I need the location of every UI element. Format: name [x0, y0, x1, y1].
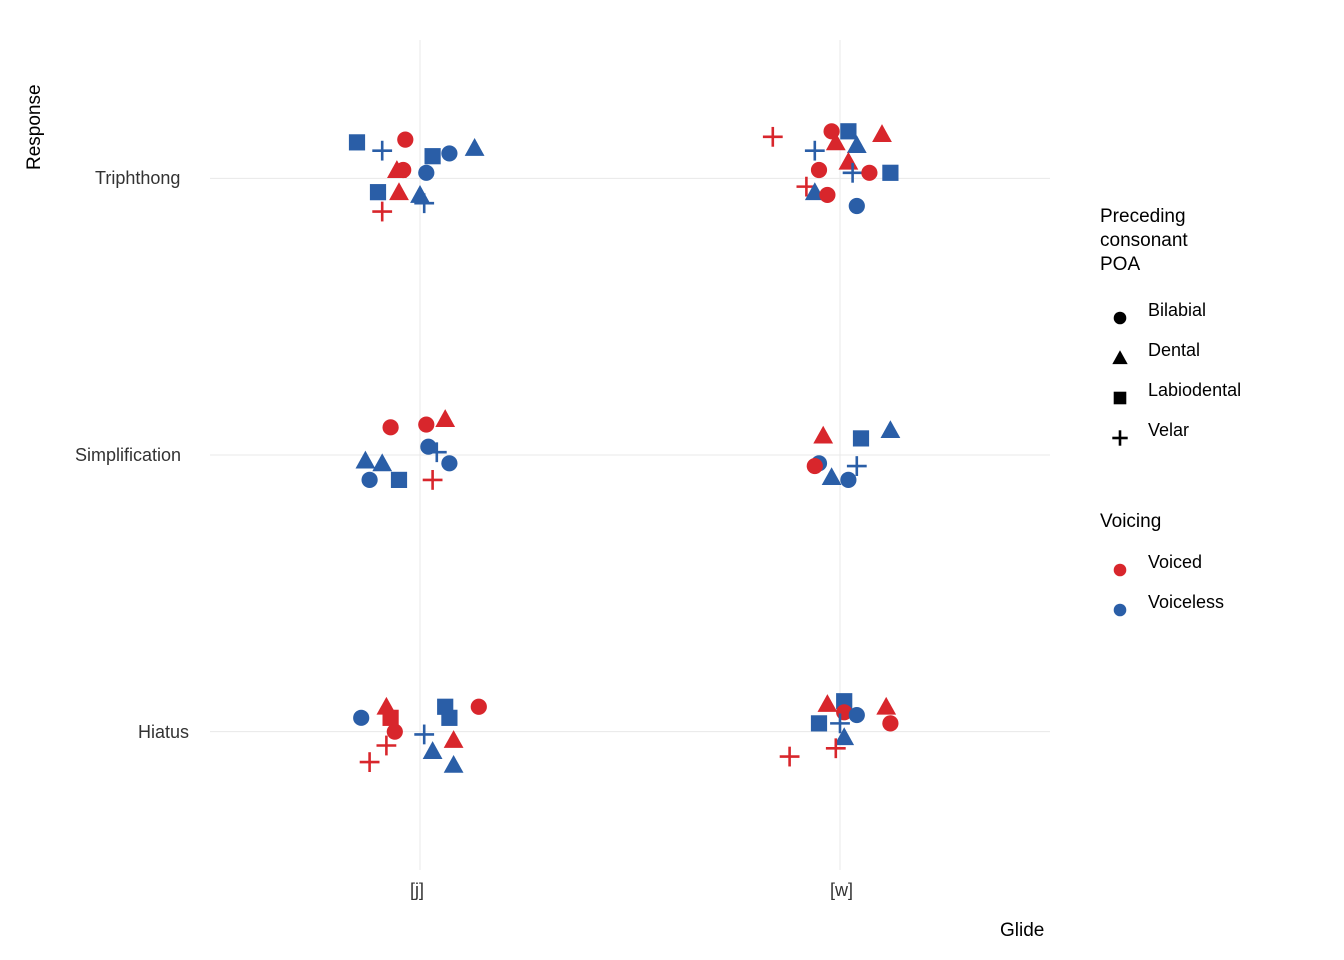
scatter-chart — [0, 0, 1344, 960]
